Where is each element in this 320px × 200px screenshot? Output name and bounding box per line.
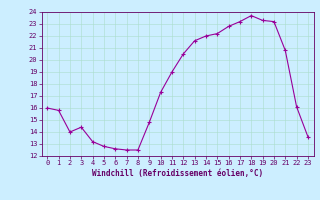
X-axis label: Windchill (Refroidissement éolien,°C): Windchill (Refroidissement éolien,°C)	[92, 169, 263, 178]
